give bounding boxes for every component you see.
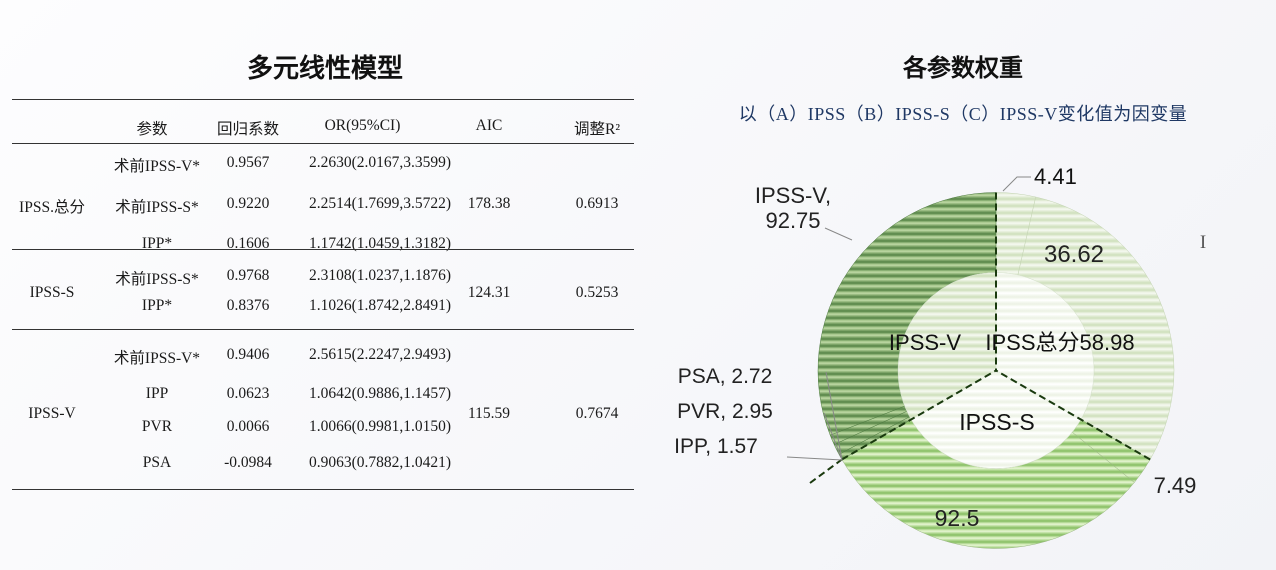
svg-text:36.62: 36.62: [1044, 241, 1104, 268]
svg-text:IPSS-V: IPSS-V: [889, 330, 961, 355]
svg-text:92.75: 92.75: [765, 208, 820, 233]
svg-text:I: I: [1200, 232, 1206, 253]
svg-text:IPSS-V,: IPSS-V,: [755, 183, 831, 208]
svg-text:IPP, 1.57: IPP, 1.57: [674, 435, 758, 458]
svg-text:92.5: 92.5: [935, 505, 980, 531]
svg-text:PVR, 2.95: PVR, 2.95: [677, 400, 773, 423]
svg-text:PSA, 2.72: PSA, 2.72: [678, 365, 773, 388]
svg-text:IPSS总分58.98: IPSS总分58.98: [985, 330, 1134, 355]
svg-text:4.41: 4.41: [1034, 164, 1077, 189]
svg-text:IPSS-S: IPSS-S: [959, 409, 1034, 435]
svg-text:7.49: 7.49: [1154, 473, 1197, 498]
